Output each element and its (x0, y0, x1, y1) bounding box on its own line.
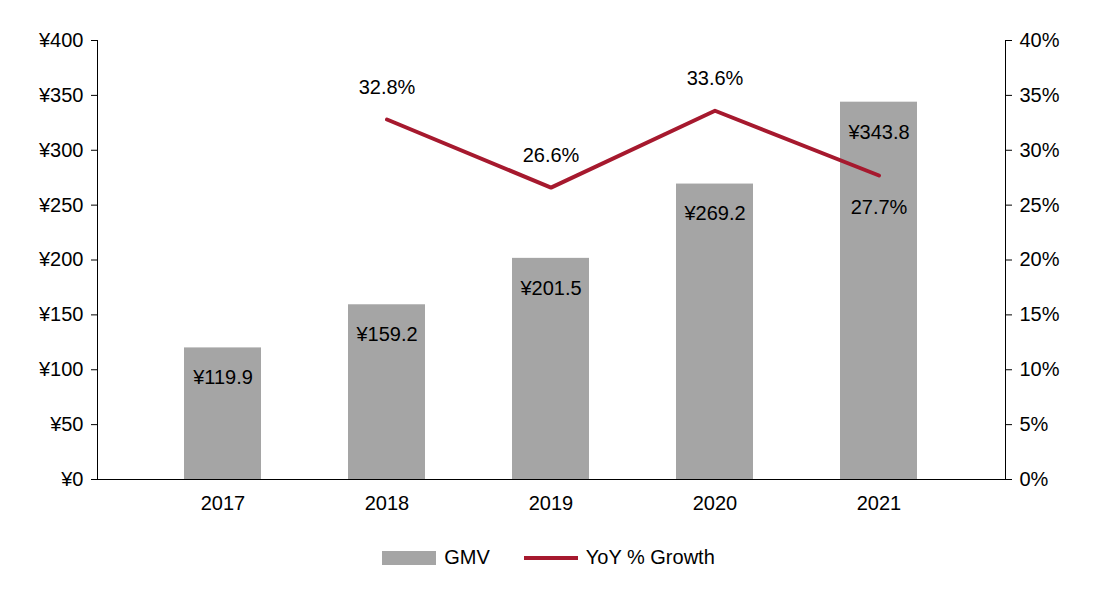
svg-text:2021: 2021 (857, 492, 902, 514)
svg-text:15%: 15% (1020, 303, 1060, 325)
svg-text:¥119.9: ¥119.9 (192, 366, 253, 388)
svg-text:¥159.2: ¥159.2 (355, 323, 417, 345)
svg-text:2018: 2018 (365, 492, 410, 514)
svg-text:0%: 0% (1020, 468, 1049, 490)
svg-text:¥50: ¥50 (49, 413, 83, 435)
svg-text:40%: 40% (1020, 29, 1060, 51)
html-text:YoY % Growth: YoY % Growth (585, 546, 715, 568)
svg-text:¥200: ¥200 (38, 248, 84, 270)
svg-text:¥100: ¥100 (38, 358, 84, 380)
svg-text:2019: 2019 (529, 492, 574, 514)
svg-text:5%: 5% (1020, 413, 1049, 435)
svg-text:¥201.5: ¥201.5 (519, 277, 581, 299)
svg-text:25%: 25% (1020, 194, 1060, 216)
svg-text:¥300: ¥300 (38, 139, 84, 161)
svg-text:20%: 20% (1020, 248, 1060, 270)
svg-text:¥0: ¥0 (60, 468, 83, 490)
svg-text:30%: 30% (1020, 139, 1060, 161)
svg-text:2017: 2017 (201, 492, 246, 514)
svg-text:35%: 35% (1020, 84, 1060, 106)
svg-text:10%: 10% (1020, 358, 1060, 380)
svg-text:¥400: ¥400 (38, 29, 84, 51)
svg-text:¥150: ¥150 (38, 303, 84, 325)
svg-text:32.8%: 32.8% (359, 76, 416, 98)
svg-text:26.6%: 26.6% (523, 144, 580, 166)
svg-text:33.6%: 33.6% (687, 67, 744, 89)
svg-text:¥350: ¥350 (38, 84, 84, 106)
svg-text:27.7%: 27.7% (851, 196, 908, 218)
html-text:GMV: GMV (444, 546, 490, 568)
svg-text:¥343.8: ¥343.8 (847, 121, 909, 143)
svg-text:2020: 2020 (693, 492, 738, 514)
svg-text:¥269.2: ¥269.2 (683, 202, 745, 224)
svg-text:¥250: ¥250 (38, 194, 84, 216)
